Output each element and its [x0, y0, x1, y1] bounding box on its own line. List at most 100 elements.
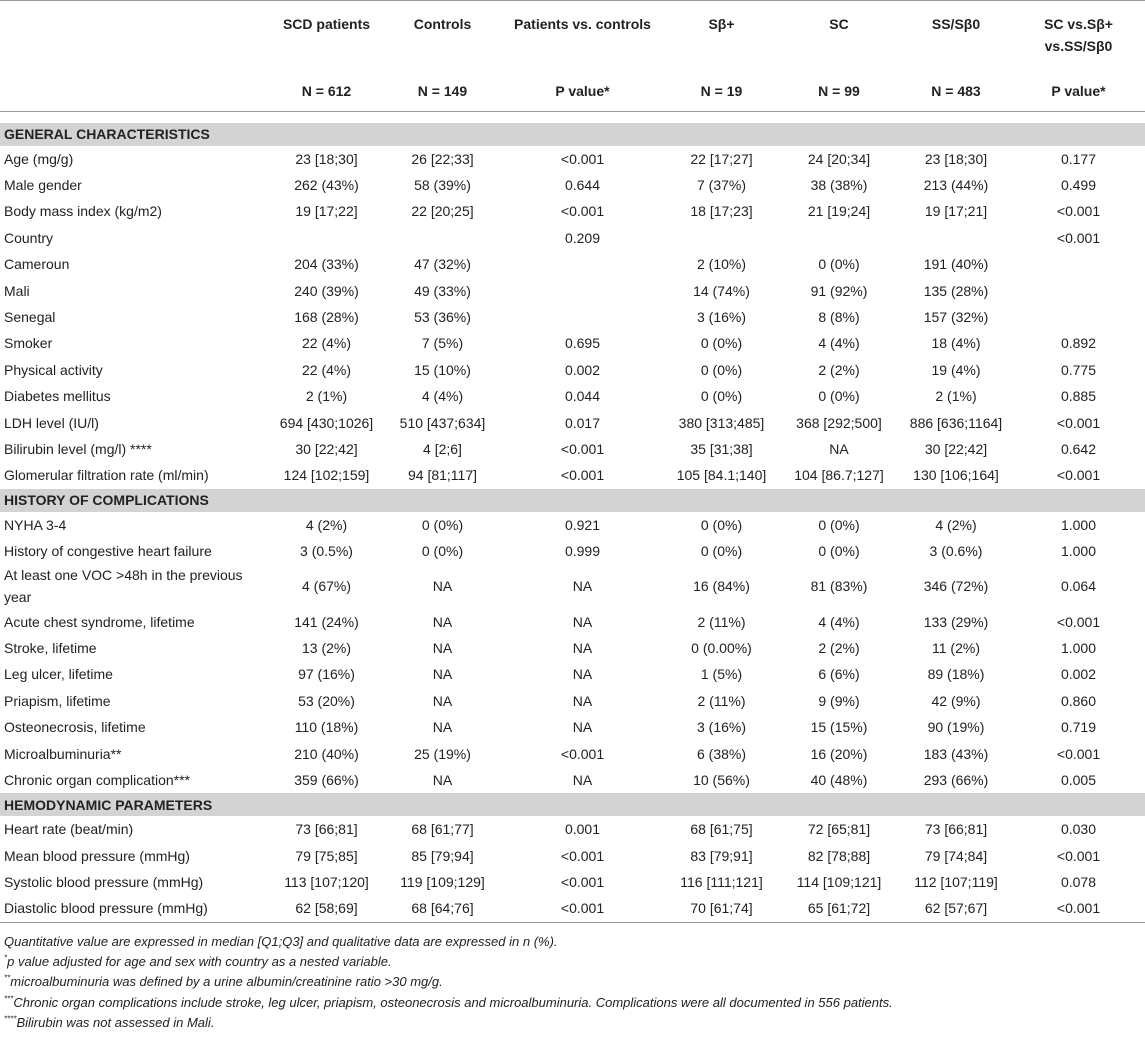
cell: 21 [19;24]	[807, 203, 871, 220]
cell: 0.695	[564, 335, 601, 352]
cell: 240 (39%)	[294, 282, 359, 299]
cell: 0 (0.00%)	[691, 639, 752, 656]
cell: 2 (2%)	[818, 639, 860, 656]
cell: 1.000	[1060, 543, 1097, 560]
cell: 73 [66;81]	[295, 821, 358, 838]
cell: 0.860	[1060, 692, 1097, 709]
column-subheader: N = 19	[665, 71, 778, 112]
cell: 73 [66;81]	[924, 821, 988, 838]
cell: 25 (19%)	[414, 745, 471, 762]
cell: 1 (5%)	[700, 666, 743, 683]
row-label: Osteonecrosis, lifetime	[4, 719, 146, 736]
cell: 83 [79;91]	[690, 847, 753, 864]
footnote-mark: ***	[4, 994, 14, 1004]
table-row: Osteonecrosis, lifetime 110 (18%) NA NA 3 (1…	[0, 714, 1145, 740]
cell: 0 (0%)	[700, 335, 743, 352]
cell: <0.001	[1056, 467, 1101, 484]
cell: 91 (92%)	[810, 282, 868, 299]
table-row: Systolic blood pressure (mmHg) 113 [107;1…	[0, 869, 1145, 895]
cell: 0.001	[564, 821, 601, 838]
empty-cell	[500, 251, 665, 277]
cell: 47 (32%)	[414, 256, 471, 273]
cell: NA	[432, 613, 453, 630]
empty-cell	[778, 225, 900, 251]
cell: 18 [17;23]	[690, 203, 753, 220]
cell: <0.001	[560, 874, 605, 891]
cell: 6 (38%)	[696, 745, 747, 762]
cell: 82 [78;88]	[807, 847, 871, 864]
cell: 2 (10%)	[696, 256, 747, 273]
cell: 62 [57;67]	[900, 895, 1012, 923]
cell: <0.001	[1056, 847, 1101, 864]
cell: 4 (4%)	[421, 388, 464, 405]
cell: NA	[829, 440, 849, 457]
cell: 30 [22;42]	[924, 440, 988, 457]
row-label: Mali	[4, 282, 30, 299]
column-header: Sβ+	[665, 0, 778, 72]
footnote-mark: ****	[4, 1014, 17, 1024]
cell: 210 (40%)	[294, 745, 359, 762]
cell: 157 (32%)	[923, 309, 989, 326]
cell: 68 [61;75]	[690, 821, 753, 838]
column-header: SS/Sβ0	[900, 0, 1012, 72]
cell: NA	[572, 613, 593, 630]
cell: 368 [292;500]	[796, 414, 882, 431]
empty-cell	[268, 225, 385, 251]
cell: 3 (0.5%)	[300, 543, 353, 560]
cell: NA	[432, 719, 453, 736]
table-row: Chronic organ complication*** 359 (66%) NA…	[0, 767, 1145, 793]
cell: 0.999	[564, 543, 601, 560]
footnote-mark: **	[4, 973, 11, 983]
row-label: Heart rate (beat/min)	[4, 821, 134, 838]
cell: 0.017	[564, 414, 601, 431]
cell: NA	[572, 666, 593, 683]
row-label: Cameroun	[4, 256, 70, 273]
cell: 0.642	[1060, 440, 1097, 457]
cell: 89 (18%)	[927, 666, 985, 683]
cell: 0.030	[1060, 821, 1097, 838]
cell: <0.001	[1056, 613, 1101, 630]
cell: 79 [75;85]	[295, 847, 358, 864]
row-label: Smoker	[4, 335, 53, 352]
cell: 18 (4%)	[931, 335, 981, 352]
cell: 1.000	[1060, 639, 1097, 656]
cell: 359 (66%)	[294, 771, 359, 788]
cell: <0.001	[1056, 745, 1101, 762]
table-row: Heart rate (beat/min) 73 [66;81] 68 [61;77…	[0, 816, 1145, 842]
cell: 4 (4%)	[818, 613, 860, 630]
cell: 7 (37%)	[696, 177, 747, 194]
cell: 23 [18;30]	[295, 150, 358, 167]
column-header: SCD patients	[268, 0, 385, 72]
cell: <0.001	[560, 203, 605, 220]
cell: 130 [106;164]	[913, 467, 999, 484]
cell: <0.001	[1056, 203, 1101, 220]
cell: 10 (56%)	[693, 771, 750, 788]
row-label: Mean blood pressure (mmHg)	[4, 847, 190, 864]
table-row: Stroke, lifetime 13 (2%) NA NA 0 (0.00%) 2 (2…	[0, 635, 1145, 661]
cell: 119 [109;129]	[400, 874, 485, 891]
cell: 11 (2%)	[932, 639, 980, 656]
table-row: LDH level (IU/l) 694 [430;1026] 510 [437;6…	[0, 409, 1145, 435]
cell: 0.005	[1060, 771, 1097, 788]
cell: NA	[572, 578, 593, 595]
cell: 62 [58;69]	[268, 895, 385, 923]
cell: 0 (0%)	[700, 361, 743, 378]
column-header: Controls	[385, 0, 500, 72]
section-row: HEMODYNAMIC PARAMETERS	[0, 793, 1145, 817]
section-title: HISTORY OF COMPLICATIONS	[0, 488, 1145, 512]
cell: 0 (0%)	[818, 516, 860, 533]
cell: 15 (15%)	[810, 719, 868, 736]
empty-cell	[900, 225, 1012, 251]
cell: 135 (28%)	[923, 282, 989, 299]
cell: 19 [17;22]	[295, 203, 358, 220]
table-row: Bilirubin level (mg/l) **** 30 [22;42] 4 […	[0, 436, 1145, 462]
cell: 0.064	[1060, 578, 1097, 595]
table-row: NYHA 3-4 4 (2%) 0 (0%) 0.921 0 (0%) 0 (0%) 4 (…	[0, 512, 1145, 538]
cell: 68 [64;76]	[385, 895, 500, 923]
cell: 53 (36%)	[414, 309, 471, 326]
cell: 22 [20;25]	[411, 203, 474, 220]
cell: 0 (0%)	[700, 516, 743, 533]
row-label: Male gender	[4, 177, 82, 194]
empty-cell	[1012, 277, 1145, 303]
row-label: Systolic blood pressure (mmHg)	[4, 874, 204, 891]
